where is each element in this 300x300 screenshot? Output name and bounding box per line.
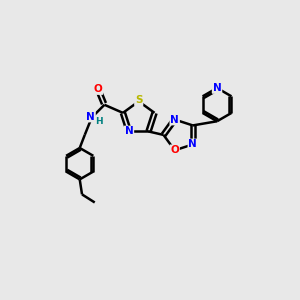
- Text: N: N: [86, 112, 95, 122]
- Text: N: N: [124, 127, 133, 136]
- Text: O: O: [94, 84, 102, 94]
- Text: N: N: [213, 83, 221, 93]
- Text: H: H: [95, 117, 103, 126]
- Text: S: S: [135, 95, 142, 105]
- Text: O: O: [170, 145, 179, 155]
- Text: N: N: [188, 140, 197, 149]
- Text: N: N: [170, 115, 179, 124]
